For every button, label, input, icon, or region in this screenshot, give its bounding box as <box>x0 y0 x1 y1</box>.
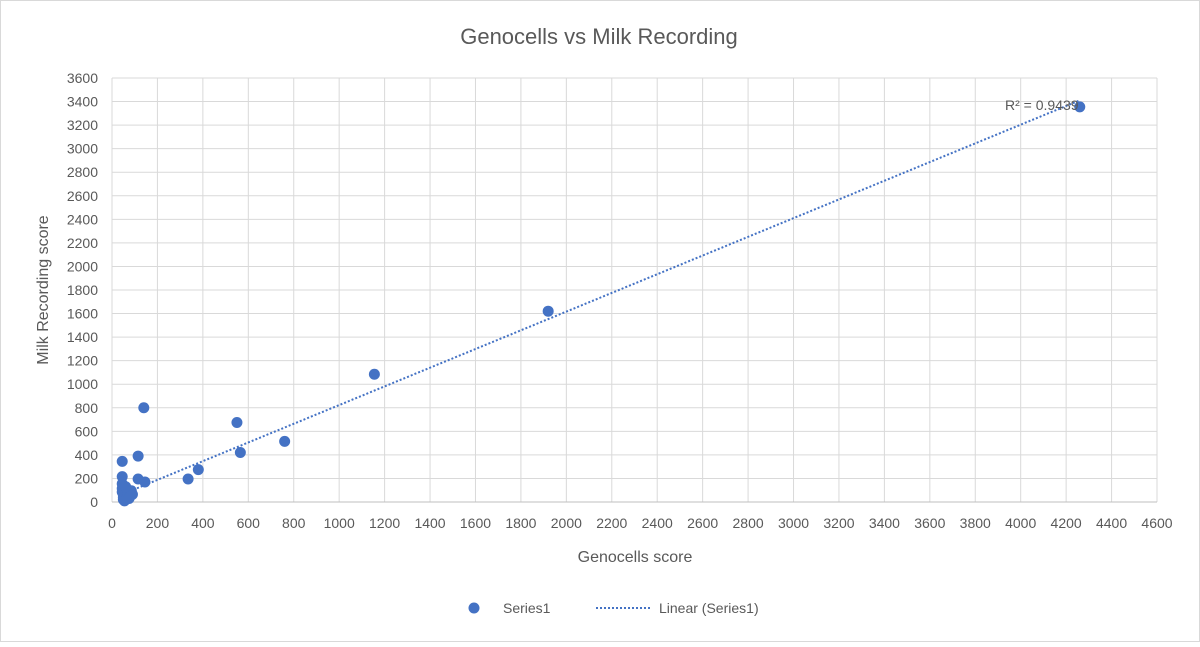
y-tick-label-0: 0 <box>90 494 98 510</box>
data-point-5 <box>231 417 243 428</box>
y-tick-label-12: 2400 <box>67 211 98 227</box>
data-point-27 <box>123 492 135 504</box>
x-tick-label-2: 400 <box>191 515 215 531</box>
x-tick-label-8: 1600 <box>460 515 491 531</box>
y-tick-label-4: 800 <box>75 400 99 416</box>
data-point-7 <box>182 473 194 485</box>
y-tick-label-8: 1600 <box>67 306 98 322</box>
x-tick-label-9: 1800 <box>505 515 536 531</box>
x-tick-label-16: 3200 <box>823 515 854 531</box>
data-point-26 <box>120 481 132 493</box>
y-tick-label-9: 1800 <box>67 282 98 298</box>
data-point-2 <box>368 368 380 380</box>
x-tick-labels: 0 200 400 600 800 1000 1200 1400 1600 1800 2000 220… <box>108 515 1173 531</box>
data-point-6 <box>192 464 204 476</box>
x-tick-label-15: 3000 <box>778 515 809 531</box>
data-point-4 <box>234 447 246 459</box>
y-tick-label-15: 3000 <box>67 141 98 157</box>
y-tick-label-18: 3600 <box>67 70 98 86</box>
y-tick-label-2: 400 <box>75 447 99 463</box>
data-point-12 <box>116 455 128 467</box>
x-tick-label-10: 2000 <box>551 515 582 531</box>
y-tick-label-17: 3400 <box>67 94 98 110</box>
y-tick-label-10: 2000 <box>67 258 98 274</box>
data-point-11 <box>132 473 144 485</box>
data-point-3 <box>279 435 291 447</box>
x-tick-label-5: 1000 <box>324 515 355 531</box>
y-tick-label-7: 1400 <box>67 329 98 345</box>
y-tick-label-6: 1200 <box>67 353 98 369</box>
data-point-0 <box>1074 101 1086 113</box>
x-tick-label-22: 4400 <box>1096 515 1127 531</box>
x-tick-label-4: 800 <box>282 515 306 531</box>
x-tick-label-6: 1200 <box>369 515 400 531</box>
y-tick-label-16: 3200 <box>67 117 98 133</box>
data-point-10 <box>132 450 144 462</box>
legend-label-series1: Series1 <box>503 600 551 616</box>
x-tick-label-14: 2800 <box>733 515 764 531</box>
y-tick-label-5: 1000 <box>67 376 98 392</box>
x-axis-title: Genocells score <box>578 549 693 566</box>
x-tick-label-20: 4000 <box>1005 515 1036 531</box>
r-squared-label: R² = 0.9439 <box>1005 97 1079 113</box>
x-tick-label-18: 3600 <box>914 515 945 531</box>
data-points <box>116 101 1086 507</box>
y-tick-label-3: 600 <box>75 423 99 439</box>
x-tick-label-0: 0 <box>108 515 116 531</box>
data-point-1 <box>542 305 554 317</box>
x-tick-label-3: 600 <box>237 515 261 531</box>
x-tick-label-1: 200 <box>146 515 170 531</box>
x-tick-label-11: 2200 <box>596 515 627 531</box>
x-tick-label-7: 1400 <box>414 515 445 531</box>
y-tick-label-11: 2200 <box>67 235 98 251</box>
legend: Series1 Linear (Series1) <box>468 600 759 616</box>
legend-marker-series1 <box>468 602 480 614</box>
x-tick-label-19: 3800 <box>960 515 991 531</box>
linear-trendline <box>121 99 1081 496</box>
x-tick-label-13: 2600 <box>687 515 718 531</box>
y-tick-label-1: 200 <box>75 470 99 486</box>
x-tick-label-17: 3400 <box>869 515 900 531</box>
x-tick-label-12: 2400 <box>642 515 673 531</box>
y-tick-labels: 0 200 400 600 800 1000 1200 1400 1600 1800 2000 220… <box>67 70 98 510</box>
x-tick-label-21: 4200 <box>1051 515 1082 531</box>
y-tick-label-13: 2600 <box>67 188 98 204</box>
legend-label-trendline: Linear (Series1) <box>659 600 759 616</box>
data-point-8 <box>138 402 150 414</box>
y-axis-title: Milk Recording score <box>35 215 52 364</box>
x-tick-label-23: 4600 <box>1141 515 1172 531</box>
chart-title: Genocells vs Milk Recording <box>460 24 738 49</box>
y-tick-label-14: 2800 <box>67 164 98 180</box>
